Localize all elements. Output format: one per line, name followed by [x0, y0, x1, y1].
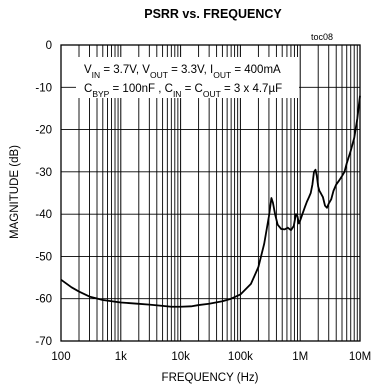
y-tick-labels: 0 -10 -20 -30 -40 -50 -60 -70	[35, 40, 52, 348]
x-tick-label: 100	[51, 351, 70, 363]
y-tick-label: -40	[35, 209, 52, 221]
y-tick-label: -50	[35, 251, 52, 263]
psrr-series-line	[60, 95, 361, 308]
y-tick-label: -20	[35, 125, 52, 137]
y-tick-label: -30	[35, 167, 52, 179]
x-tick-label: 10k	[171, 351, 190, 363]
x-tick-label: 100k	[228, 351, 253, 363]
x-tick-label: 1M	[292, 351, 308, 363]
y-tick-label: -10	[35, 82, 52, 94]
x-tick-label: 1k	[115, 351, 127, 363]
annotation-box: VIN = 3.7V, VOUT = 3.3V, IOUT = 400mA CB…	[76, 57, 299, 99]
x-axis-label: FREQUENCY (Hz)	[162, 372, 259, 384]
annotation-background	[76, 57, 299, 98]
y-tick-label: -60	[35, 294, 52, 306]
horizontal-gridlines	[61, 86, 360, 300]
annotation-line-2: CBYP = 100nF , CIN = COUT = 3 x 4.7µF	[84, 83, 282, 99]
x-tick-labels: 100 1k 10k 100k 1M 10M	[51, 351, 371, 363]
y-axis-label: MAGNITUDE (dB)	[9, 145, 21, 239]
y-tick-label: -70	[35, 336, 52, 348]
annotation-line-1: VIN = 3.7V, VOUT = 3.3V, IOUT = 400mA	[84, 64, 281, 80]
plot-frame	[60, 44, 361, 342]
chart-title: PSRR vs. FREQUENCY	[144, 7, 282, 21]
x-tick-label: 10M	[349, 351, 371, 363]
figure-tag: toc08	[311, 32, 333, 42]
y-tick-label: 0	[46, 40, 52, 52]
